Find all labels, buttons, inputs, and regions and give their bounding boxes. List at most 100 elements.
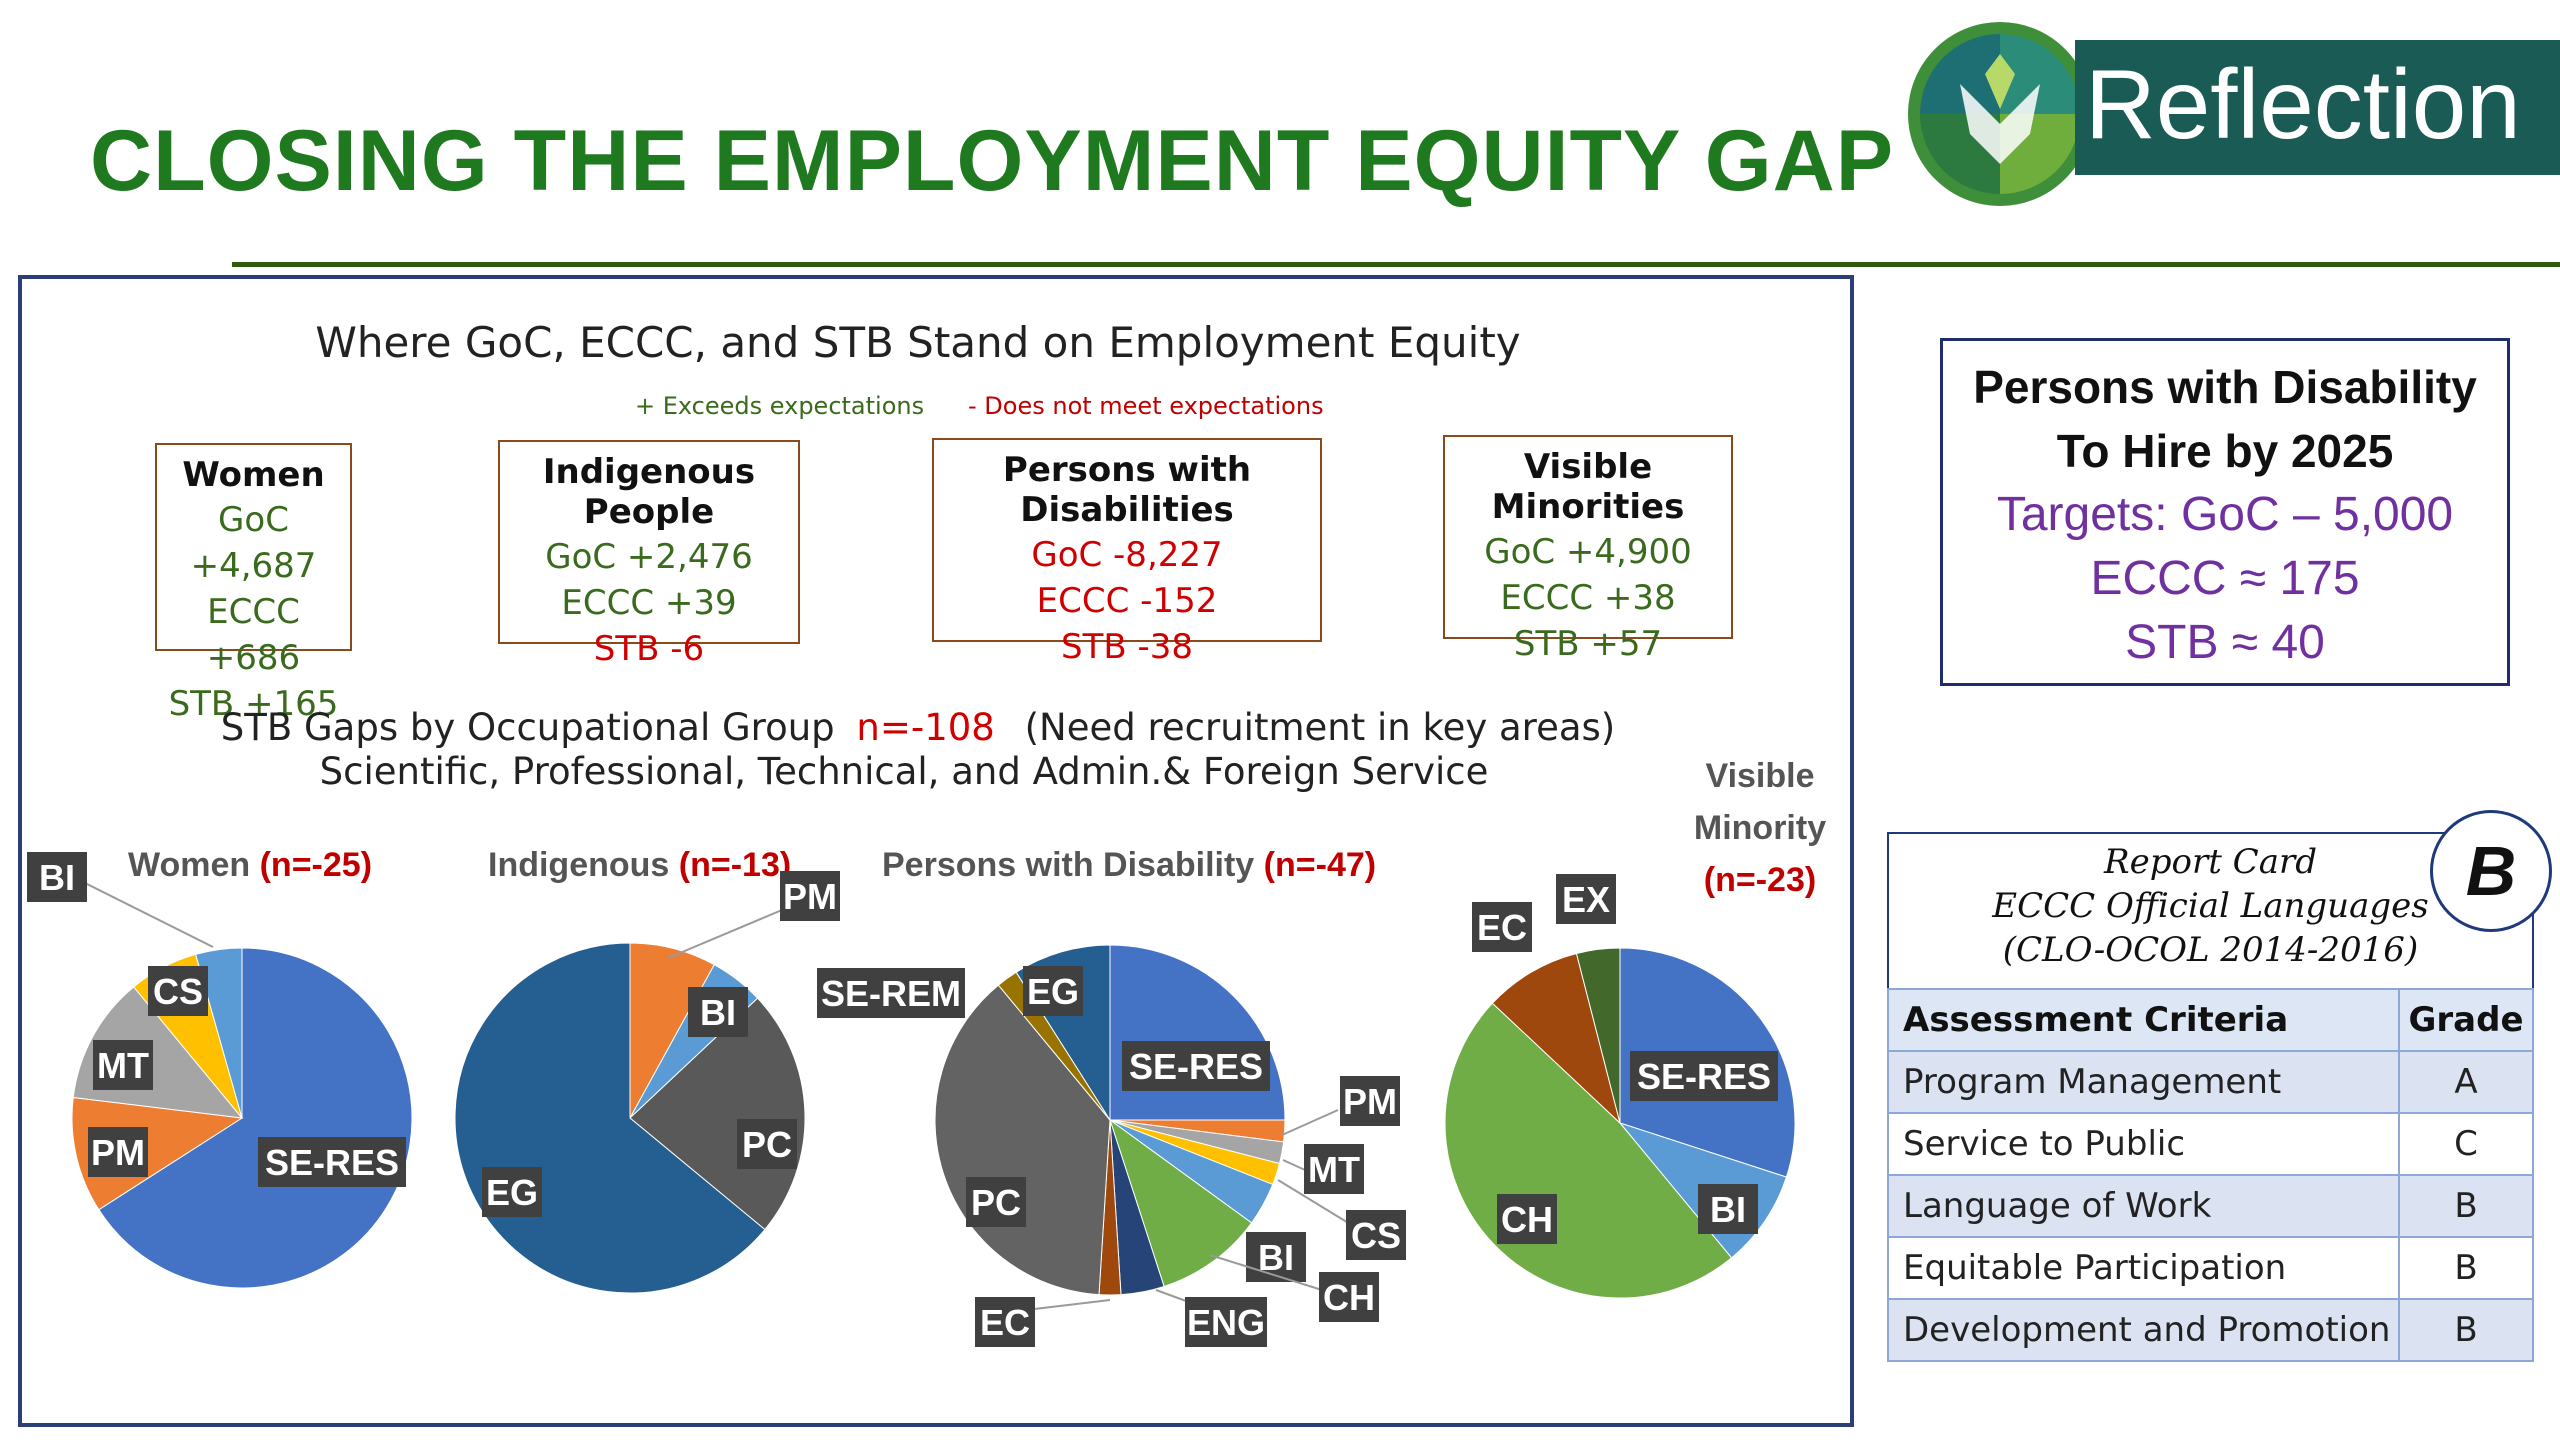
slice-label-box bbox=[966, 1177, 1026, 1227]
card-row: ECCC +38 bbox=[1500, 578, 1676, 618]
table-row: Service to Public C bbox=[1887, 1112, 2534, 1176]
criteria-cell: Language of Work bbox=[1887, 1174, 2400, 1238]
slice-label-box bbox=[1304, 1144, 1364, 1194]
criteria-cell: Program Management bbox=[1887, 1050, 2400, 1114]
leader-line bbox=[1282, 1159, 1306, 1171]
slice-label: EG bbox=[486, 1172, 538, 1213]
pie-1: PM BI PC EG bbox=[454, 871, 840, 1294]
slice-label-box bbox=[1556, 874, 1616, 924]
slice-label-box bbox=[1246, 1232, 1306, 1282]
pie-slice-se-res bbox=[1109, 944, 1286, 1121]
pie-slice-ec bbox=[1491, 952, 1621, 1125]
slice-label-box bbox=[1185, 1297, 1267, 1347]
disability-heading-1: Persons with Disability bbox=[1973, 361, 2477, 413]
target-eccc: ECCC ≈ 175 bbox=[2090, 552, 2360, 605]
slice-label: PM bbox=[783, 876, 837, 917]
slice-label-box bbox=[688, 987, 748, 1037]
pie-n-label: (n=-13) bbox=[678, 846, 792, 884]
slice-label-box bbox=[1023, 966, 1083, 1016]
card-disabilities: Persons with Disabilities GoC -8,227 ECC… bbox=[932, 438, 1322, 667]
card-visible-minorities: Visible Minorities GoC +4,900 ECCC +38 S… bbox=[1443, 435, 1733, 664]
slice-label-box bbox=[737, 1119, 797, 1169]
slice-label-box bbox=[1472, 902, 1532, 952]
slice-label-box bbox=[780, 871, 840, 921]
slice-label: CH bbox=[1501, 1199, 1553, 1240]
card-heading: Women bbox=[182, 455, 325, 495]
slice-label: PM bbox=[1343, 1081, 1397, 1122]
logo-text: Reflection bbox=[2085, 49, 2521, 159]
leader-line bbox=[1209, 1254, 1323, 1291]
table-row: Program Management A bbox=[1887, 1050, 2534, 1114]
card-heading: Visible Minorities bbox=[1491, 447, 1685, 527]
leader-line bbox=[1277, 1179, 1351, 1225]
leader-line bbox=[667, 909, 783, 959]
pie-title-visible-minority: Visible Minority (n=-23) bbox=[1680, 750, 1840, 906]
pie-title-text: Persons with Disability bbox=[882, 846, 1255, 884]
card-row: ECCC -152 bbox=[1036, 581, 1218, 621]
pie-n-label: (n=-47) bbox=[1263, 846, 1377, 884]
pie-title-text: Indigenous bbox=[488, 846, 670, 884]
gaps-suffix: (Need recruitment in key areas) bbox=[1024, 706, 1616, 749]
panel-title: Where GoC, ECCC, and STB Stand on Employ… bbox=[315, 318, 1521, 367]
card-heading: Persons with Disabilities bbox=[1002, 450, 1252, 530]
slice-label: CS bbox=[1351, 1215, 1401, 1256]
slice-label: EC bbox=[980, 1302, 1030, 1343]
target-stb: STB ≈ 40 bbox=[2125, 616, 2325, 669]
slice-label: EC bbox=[1477, 907, 1527, 948]
grade-cell: A bbox=[2398, 1050, 2534, 1114]
pie-title-indigenous: Indigenous (n=-13) bbox=[488, 846, 791, 885]
grade-cell: B bbox=[2398, 1236, 2534, 1300]
slice-label: BI bbox=[39, 857, 75, 898]
table-row: Equitable Participation B bbox=[1887, 1236, 2534, 1300]
card-row: STB -6 bbox=[593, 629, 705, 669]
pie-slice-se-res bbox=[98, 947, 413, 1289]
slice-label: SE-REM bbox=[821, 973, 961, 1014]
slice-label-box bbox=[93, 1040, 153, 1090]
slice-label-box bbox=[148, 966, 208, 1016]
pie-title-women: Women (n=-25) bbox=[128, 846, 372, 885]
slice-label-box bbox=[1630, 1051, 1778, 1101]
disability-target-box: Persons with Disability To Hire by 2025 … bbox=[1940, 338, 2510, 686]
slice-label-box bbox=[1497, 1194, 1557, 1244]
pie-slice-ch bbox=[1109, 1118, 1253, 1288]
card-row: ECCC +39 bbox=[561, 583, 737, 623]
slice-label: BI bbox=[1710, 1189, 1746, 1230]
grade-cell: B bbox=[2398, 1174, 2534, 1238]
slice-label: EG bbox=[1027, 971, 1079, 1012]
slice-label-box bbox=[817, 968, 965, 1018]
overall-grade-badge: B bbox=[2430, 810, 2552, 932]
target-goc: Targets: GoC – 5,000 bbox=[1996, 488, 2454, 541]
gaps-heading: STB Gaps by Occupational Group n=-108 (N… bbox=[0, 706, 1836, 749]
pie-slice-pm bbox=[71, 1096, 244, 1211]
slice-label: SE-RES bbox=[1129, 1046, 1263, 1087]
pie-slice-ex bbox=[1575, 947, 1621, 1124]
leader-line bbox=[1025, 1299, 1111, 1311]
grade-cell: C bbox=[2398, 1112, 2534, 1176]
slice-label: PC bbox=[971, 1182, 1021, 1223]
table-row: Development and Promotion B bbox=[1887, 1298, 2534, 1362]
pie-title-text: Women bbox=[128, 846, 251, 884]
card-row: GoC -8,227 bbox=[1031, 535, 1223, 575]
pie-title-text: Visible Minority bbox=[1693, 757, 1827, 847]
header-grade: Grade bbox=[2398, 988, 2534, 1052]
report-card: Report Card ECCC Official Languages (CLO… bbox=[1887, 832, 2534, 1032]
title-divider bbox=[232, 262, 2560, 267]
legend-not-meet: - Does not meet expectations bbox=[968, 392, 1324, 420]
slice-label: SE-RES bbox=[265, 1142, 399, 1183]
card-row: GoC +4,900 bbox=[1484, 532, 1692, 572]
overall-grade: B bbox=[2465, 832, 2517, 910]
report-card-title: Report Card bbox=[2104, 842, 2317, 882]
slice-label-box bbox=[1319, 1272, 1379, 1322]
card-row: GoC +4,687 bbox=[190, 500, 317, 586]
slice-label-box bbox=[88, 1127, 148, 1177]
criteria-cell: Development and Promotion bbox=[1887, 1298, 2400, 1362]
disability-heading-2: To Hire by 2025 bbox=[2056, 425, 2394, 477]
pie-n-label: (n=-23) bbox=[1703, 861, 1817, 899]
slice-label-box bbox=[1698, 1184, 1758, 1234]
card-row: STB -38 bbox=[1060, 627, 1193, 667]
card-row: STB +57 bbox=[1513, 624, 1663, 664]
slice-label: BI bbox=[700, 992, 736, 1033]
